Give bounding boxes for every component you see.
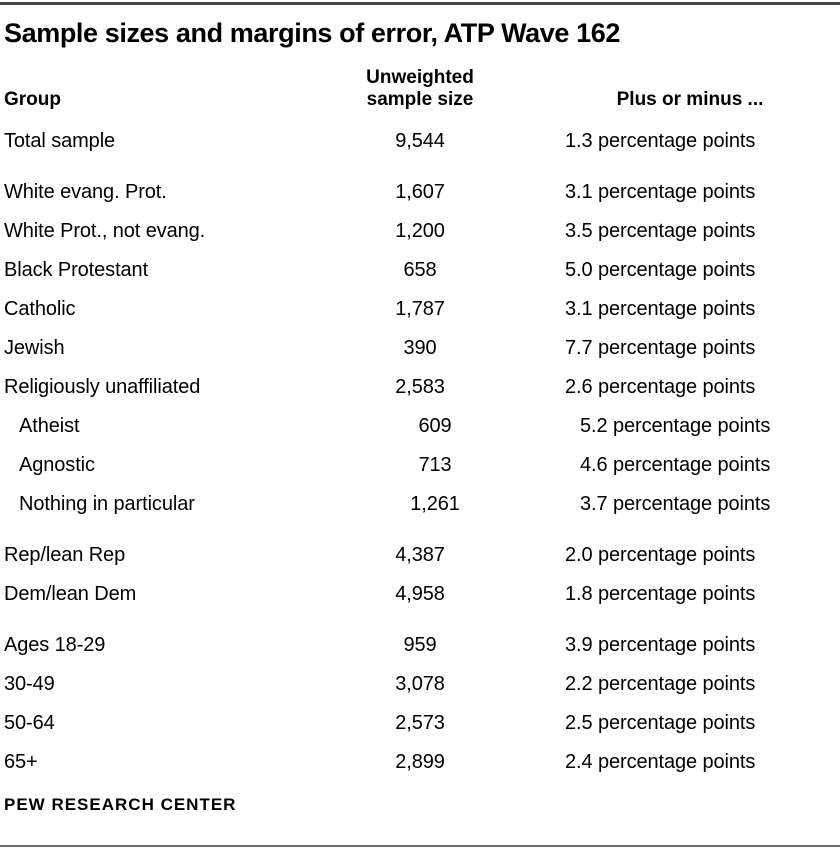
row-sample-size: 1,787 (395, 297, 445, 320)
table-row: Dem/lean Dem 4,958 1.8 percentage points (4, 575, 815, 614)
row-sample-size: 390 (403, 336, 437, 359)
row-group-label: White evang. Prot. (4, 180, 167, 203)
row-sample-size: 3,078 (395, 672, 445, 695)
row-margin-of-error: 3.1 percentage points (565, 297, 756, 320)
top-rule (0, 2, 840, 5)
table-row: Catholic 1,787 3.1 percentage points (4, 290, 815, 329)
bottom-rule (0, 845, 840, 847)
row-margin-of-error: 2.2 percentage points (565, 672, 756, 695)
row-margin-of-error: 2.0 percentage points (565, 543, 756, 566)
row-margin-of-error: 5.2 percentage points (580, 414, 771, 437)
table-row: Jewish 390 7.7 percentage points (4, 329, 815, 368)
table-row: Agnostic 713 4.6 percentage points (4, 446, 815, 485)
table-row: 30-49 3,078 2.2 percentage points (4, 665, 815, 704)
row-group-label: 50-64 (4, 711, 55, 734)
table-header-row: Group Unweighted sample size Plus or min… (4, 67, 815, 112)
table-body: Total sample 9,544 1.3 percentage points… (4, 122, 815, 782)
row-sample-size: 9,544 (395, 129, 445, 152)
table-row: Total sample 9,544 1.3 percentage points (4, 122, 815, 161)
table-row: Rep/lean Rep 4,387 2.0 percentage points (4, 536, 815, 575)
row-sample-size: 713 (418, 453, 452, 476)
row-margin-of-error: 5.0 percentage points (565, 258, 756, 281)
row-sample-size: 609 (418, 414, 452, 437)
table-row: Ages 18-29 959 3.9 percentage points (4, 626, 815, 665)
row-sample-size: 4,958 (395, 582, 445, 605)
row-margin-of-error: 7.7 percentage points (565, 336, 756, 359)
row-group-label: Total sample (4, 129, 116, 152)
table-row: Religiously unaffiliated 2,583 2.6 perce… (4, 368, 815, 407)
row-group-label: Black Protestant (4, 258, 149, 281)
table-row: Nothing in particular 1,261 3.7 percenta… (4, 485, 815, 524)
row-group-label: Dem/lean Dem (4, 582, 137, 605)
figure-title: Sample sizes and margins of error, ATP W… (4, 18, 620, 48)
row-margin-of-error: 2.5 percentage points (565, 711, 756, 734)
column-header-unweighted-sample-size: Unweighted sample size (366, 67, 474, 111)
row-margin-of-error: 4.6 percentage points (580, 453, 771, 476)
source-attribution: PEW RESEARCH CENTER (4, 794, 237, 814)
table-row: Black Protestant 658 5.0 percentage poin… (4, 251, 815, 290)
row-margin-of-error: 2.6 percentage points (565, 375, 756, 398)
row-sample-size: 4,387 (395, 543, 445, 566)
row-sample-size: 1,261 (410, 492, 460, 515)
row-margin-of-error: 1.3 percentage points (565, 129, 756, 152)
table-row: White evang. Prot. 1,607 3.1 percentage … (4, 173, 815, 212)
table-row: White Prot., not evang. 1,200 3.5 percen… (4, 212, 815, 251)
table-row: Atheist 609 5.2 percentage points (4, 407, 815, 446)
row-group-label: 30-49 (4, 672, 55, 695)
row-sample-size: 2,899 (395, 750, 445, 773)
row-sample-size: 2,583 (395, 375, 445, 398)
column-header-group: Group (4, 89, 61, 111)
row-group-label: White Prot., not evang. (4, 219, 206, 242)
row-sample-size: 1,200 (395, 219, 445, 242)
row-margin-of-error: 1.8 percentage points (565, 582, 756, 605)
row-margin-of-error: 3.9 percentage points (565, 633, 756, 656)
row-group-label: Religiously unaffiliated (4, 375, 201, 398)
row-group-label: Agnostic (19, 453, 95, 476)
row-group-label: Catholic (4, 297, 76, 320)
row-group-label: 65+ (4, 750, 38, 773)
row-sample-size: 2,573 (395, 711, 445, 734)
row-group-label: Ages 18-29 (4, 633, 106, 656)
column-header-plus-or-minus: Plus or minus ... (616, 89, 764, 111)
row-sample-size: 1,607 (395, 180, 445, 203)
row-group-label: Rep/lean Rep (4, 543, 126, 566)
row-margin-of-error: 2.4 percentage points (565, 750, 756, 773)
row-margin-of-error: 3.7 percentage points (580, 492, 771, 515)
table-row: 65+ 2,899 2.4 percentage points (4, 743, 815, 782)
row-margin-of-error: 3.1 percentage points (565, 180, 756, 203)
row-group-label: Nothing in particular (19, 492, 195, 515)
row-margin-of-error: 3.5 percentage points (565, 219, 756, 242)
row-sample-size: 959 (403, 633, 437, 656)
row-group-label: Atheist (19, 414, 80, 437)
row-group-label: Jewish (4, 336, 65, 359)
row-sample-size: 658 (403, 258, 437, 281)
table-row: 50-64 2,573 2.5 percentage points (4, 704, 815, 743)
